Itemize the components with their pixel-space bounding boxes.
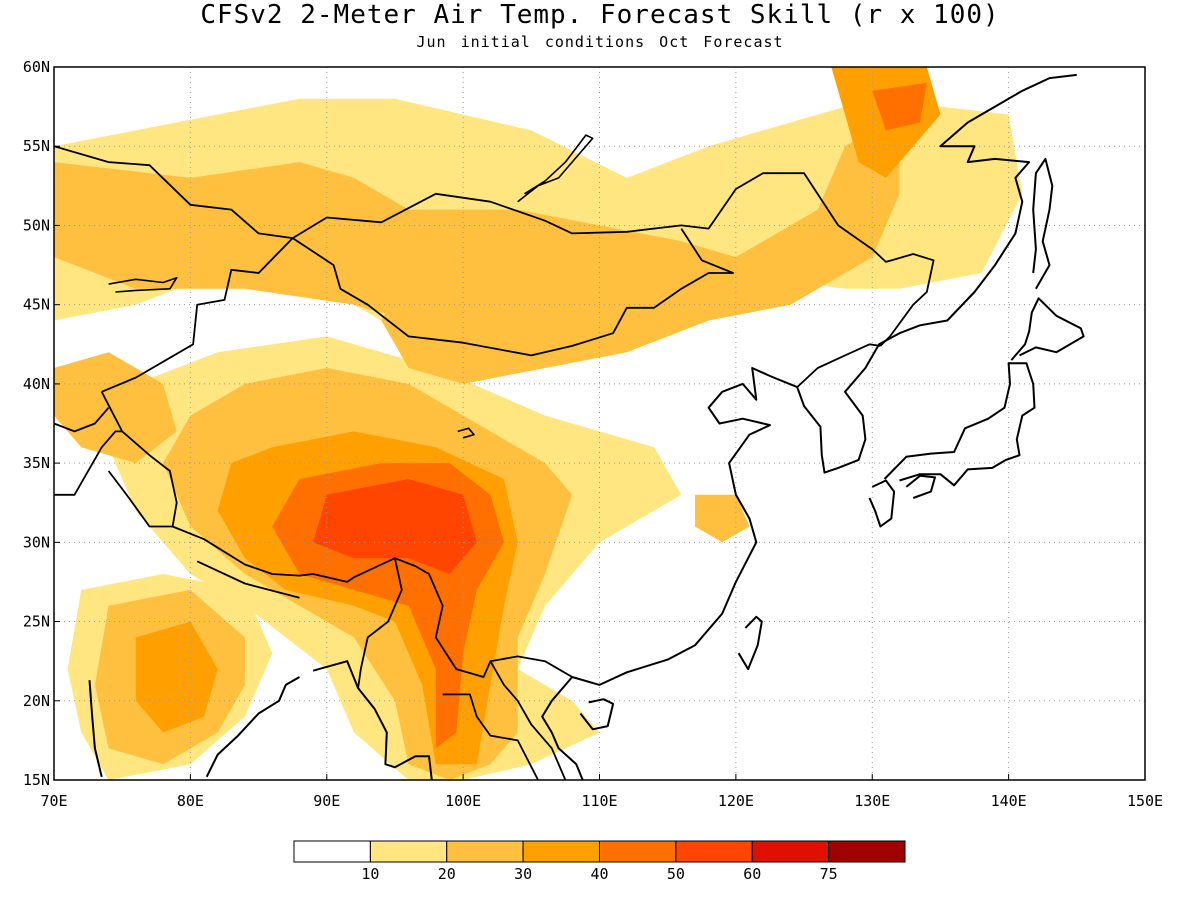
y-tick-label: 35N <box>23 454 50 472</box>
y-tick-label: 45N <box>23 296 50 314</box>
colorbar-label: 40 <box>590 865 608 883</box>
border-laos-vietnam-border <box>489 660 567 780</box>
y-tick-label: 55N <box>23 137 50 155</box>
x-tick-label: 130E <box>854 792 890 810</box>
x-tick-label: 90E <box>313 792 340 810</box>
axis-labels: 70E 80E 90E 100E 110E 120E 130E 140E 150E 60N 55N 5… <box>23 58 1163 810</box>
colorbar-label: 20 <box>438 865 456 883</box>
lake-balkhash <box>108 276 178 293</box>
x-tick-label: 150E <box>1127 792 1163 810</box>
colorbar-swatch <box>675 840 753 863</box>
border-myanmar-border <box>357 558 403 689</box>
x-tick-label: 100E <box>445 792 481 810</box>
colorbar-swatch <box>828 840 906 863</box>
coastline-japan-shikoku <box>905 474 936 499</box>
coastline-japan-hokkaido <box>1010 297 1085 361</box>
coastline-india-coast <box>205 676 300 778</box>
border-nepal-border <box>196 560 300 599</box>
border-china-south-border <box>100 391 573 678</box>
skill-contours <box>54 67 1023 780</box>
x-tick-label: 70E <box>40 792 67 810</box>
x-tick-label: 80E <box>177 792 204 810</box>
colorbar: 10 20 30 40 50 60 75 <box>293 840 906 883</box>
contour-tibet-max <box>313 479 477 574</box>
coastline-taiwan <box>737 615 763 671</box>
geography-lines <box>54 73 1085 780</box>
colorbar-label: 50 <box>667 865 685 883</box>
coastline-india-west-coast <box>88 680 103 778</box>
coastline-japan-kyushu <box>868 479 896 528</box>
border-india-north-border <box>107 470 173 528</box>
x-tick-label: 120E <box>718 792 754 810</box>
colorbar-label: 60 <box>743 865 761 883</box>
y-tick-label: 30N <box>23 533 50 551</box>
border-russia-south-border <box>54 145 935 347</box>
coastline-japan-honshu <box>883 362 1036 487</box>
contour-mongolia-band <box>381 273 750 384</box>
border-pakistan-border <box>54 430 123 496</box>
border-korea-border <box>796 343 881 388</box>
y-tick-label: 25N <box>23 613 50 631</box>
coastline-hainan <box>579 698 615 731</box>
border-china-kazakh-border <box>101 237 294 393</box>
contour-india-core <box>135 621 218 733</box>
x-tick-label: 140E <box>991 792 1027 810</box>
x-tick-label: 110E <box>581 792 617 810</box>
colorbar-swatch <box>446 840 524 863</box>
y-tick-label: 20N <box>23 692 50 710</box>
coastline-indochina-coast <box>541 676 584 780</box>
colorbar-label: 30 <box>514 865 532 883</box>
colorbar-label: 75 <box>820 865 838 883</box>
colorbar-swatch <box>369 840 448 863</box>
chart-title: CFSv2 2-Meter Air Temp. Forecast Skill (… <box>200 0 1000 30</box>
coastline-east-asia-coast <box>571 73 1077 686</box>
y-tick-label: 50N <box>23 216 50 234</box>
coastline-burma-coast <box>312 660 433 780</box>
coastline-sakhalin <box>1032 157 1054 290</box>
y-tick-label: 15N <box>23 771 50 789</box>
contour-east-china-spot <box>695 494 750 543</box>
y-tick-label: 60N <box>23 58 50 76</box>
lake-qinghai-lake <box>457 427 475 439</box>
chart-subtitle: Jun initial conditions Oct Forecast <box>416 33 784 51</box>
colorbar-swatch <box>293 840 371 863</box>
colorbar-swatch <box>751 840 830 863</box>
border-mongolia-china-border <box>292 228 734 357</box>
colorbar-swatch <box>599 840 677 863</box>
contour-central-asia-band <box>54 352 177 464</box>
border-afghan-border <box>54 407 110 433</box>
contour-northeast-max <box>872 82 927 131</box>
colorbar-swatch <box>522 840 600 863</box>
border-thailand-border <box>442 693 539 780</box>
contour-north-china-band <box>54 114 900 337</box>
colorbar-label: 10 <box>361 865 379 883</box>
lake-baikal <box>517 134 594 203</box>
y-tick-label: 40N <box>23 375 50 393</box>
